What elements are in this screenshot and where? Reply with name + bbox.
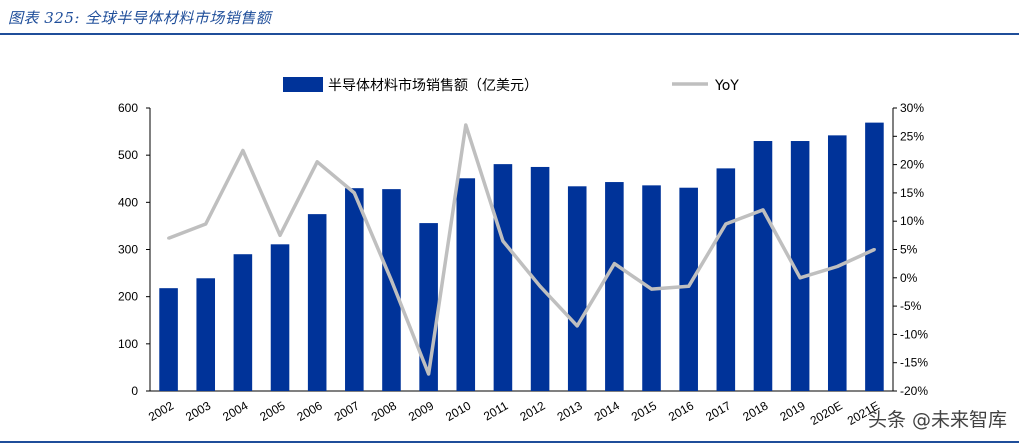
right-tick-label: 5% [900,243,918,257]
x-tick-label: 2005 [257,398,287,424]
x-tick-label: 2017 [703,398,733,424]
watermark: 头条 @未来智库 [867,409,1007,431]
bar [345,188,364,391]
x-tick-label: 2010 [443,398,473,424]
left-tick-label: 200 [118,290,138,304]
bar [270,244,290,391]
yoy-point [464,123,468,127]
left-tick-label: 100 [118,337,138,351]
yoy-point [501,239,505,243]
x-tick-label: 2006 [295,398,325,424]
yoy-point [167,236,171,240]
yoy-point [315,160,319,164]
left-tick-label: 500 [118,148,138,162]
x-tick-label: 2016 [666,398,696,424]
yoy-point [872,248,876,251]
yoy-point [204,222,208,226]
title-divider [0,33,1019,35]
x-tick-label: 2008 [369,398,399,424]
yoy-point [724,222,728,226]
yoy-point [835,264,839,268]
bar [865,122,884,391]
right-tick-label: 20% [900,158,924,172]
right-tick-label: 0% [900,271,918,285]
bar [159,288,178,391]
yoy-point [241,148,245,152]
right-tick-label: 10% [900,214,924,228]
x-tick-label: 2009 [406,398,436,424]
x-tick-label: 2019 [777,398,807,424]
left-tick-label: 400 [118,195,138,209]
x-tick-label: 2007 [332,398,362,424]
left-tick-label: 600 [118,101,138,115]
x-tick-label: 2014 [592,398,622,424]
x-tick-label: 2011 [481,398,511,423]
bar [790,141,810,391]
legend-bar-swatch [283,77,323,92]
bar [196,278,216,391]
legend-line-label: YoY [714,78,739,94]
bottom-divider [0,441,1019,443]
bar [456,178,476,391]
figure-title: 图表 325: 全球半导体材料市场销售额 [8,9,272,27]
yoy-point [687,284,691,288]
right-tick-label: -15% [900,356,928,370]
x-tick-label: 2013 [555,398,585,424]
x-tick-label: 2003 [183,398,213,424]
yoy-point [612,262,616,266]
bar [307,214,327,391]
bar [493,164,513,391]
x-tick-label: 2020E [808,398,845,427]
bar [567,186,587,391]
bar [530,166,550,391]
x-tick-label: 2004 [220,398,250,424]
yoy-point [427,372,431,376]
yoy-point [389,279,393,283]
right-tick-label: 30% [900,101,924,115]
bar [679,187,698,391]
x-tick-label: 2018 [740,398,770,424]
right-tick-label: -10% [900,327,928,341]
right-tick-label: -20% [900,384,928,398]
yoy-point [575,324,579,328]
bar [827,135,847,391]
yoy-point [278,233,282,237]
bar [233,254,253,391]
yoy-point [650,287,654,291]
left-tick-label: 0 [131,384,138,398]
yoy-point [798,276,802,280]
bar [716,168,736,391]
legend-bar-label: 半导体材料市场销售额（亿美元） [328,77,538,94]
left-tick-label: 300 [118,243,138,257]
right-tick-label: 15% [900,186,924,200]
bar [382,189,401,391]
right-tick-label: -5% [900,299,922,313]
x-tick-label: 2002 [146,398,176,424]
bar [605,182,624,391]
x-tick-label: 2012 [517,398,547,424]
yoy-point [352,191,356,195]
right-tick-label: 25% [900,129,924,143]
x-tick-label: 2015 [629,398,659,424]
yoy-point [761,208,765,212]
bar [753,141,773,391]
yoy-point [538,284,542,288]
yoy-line [167,123,876,376]
